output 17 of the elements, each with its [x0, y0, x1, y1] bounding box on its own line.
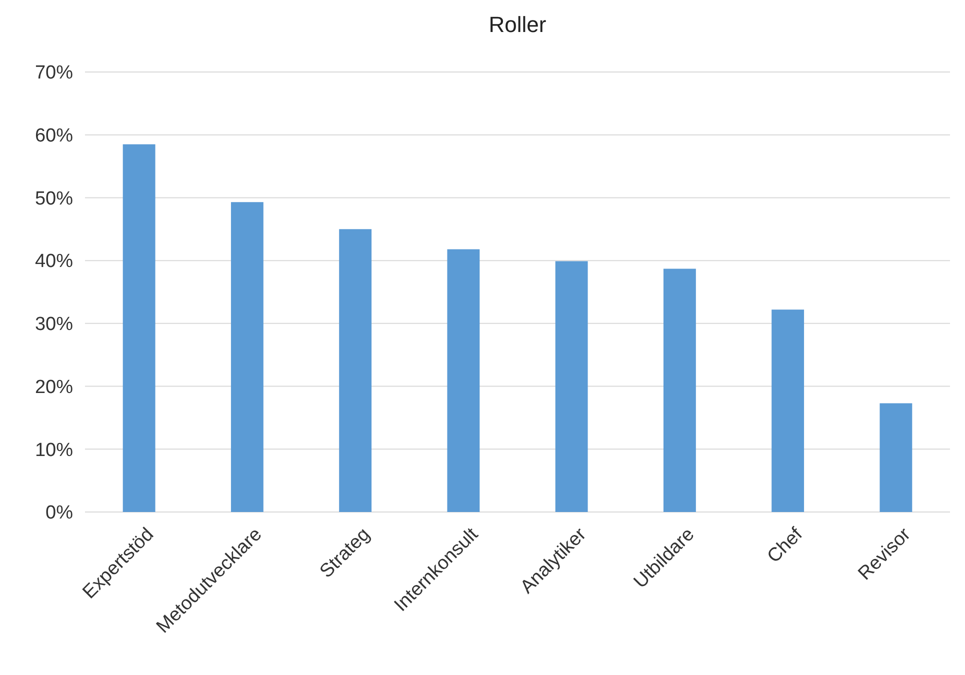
y-tick-label: 40% [34, 251, 74, 272]
bar [555, 261, 588, 512]
y-tick-label: 30% [34, 314, 74, 336]
bar [230, 202, 264, 512]
y-tick-label: 70% [34, 62, 74, 84]
y-tick-label: 0% [46, 502, 74, 524]
bar [339, 229, 372, 512]
y-tick-label: 60% [34, 126, 74, 147]
bar [663, 268, 696, 512]
chart-title: Roller [488, 12, 546, 37]
bar [880, 403, 912, 512]
bar [122, 144, 156, 512]
bar [447, 249, 480, 512]
y-tick-label: 50% [34, 188, 74, 210]
bar [772, 310, 804, 512]
y-tick-label: 10% [34, 440, 74, 461]
y-tick-label: 20% [34, 376, 74, 398]
